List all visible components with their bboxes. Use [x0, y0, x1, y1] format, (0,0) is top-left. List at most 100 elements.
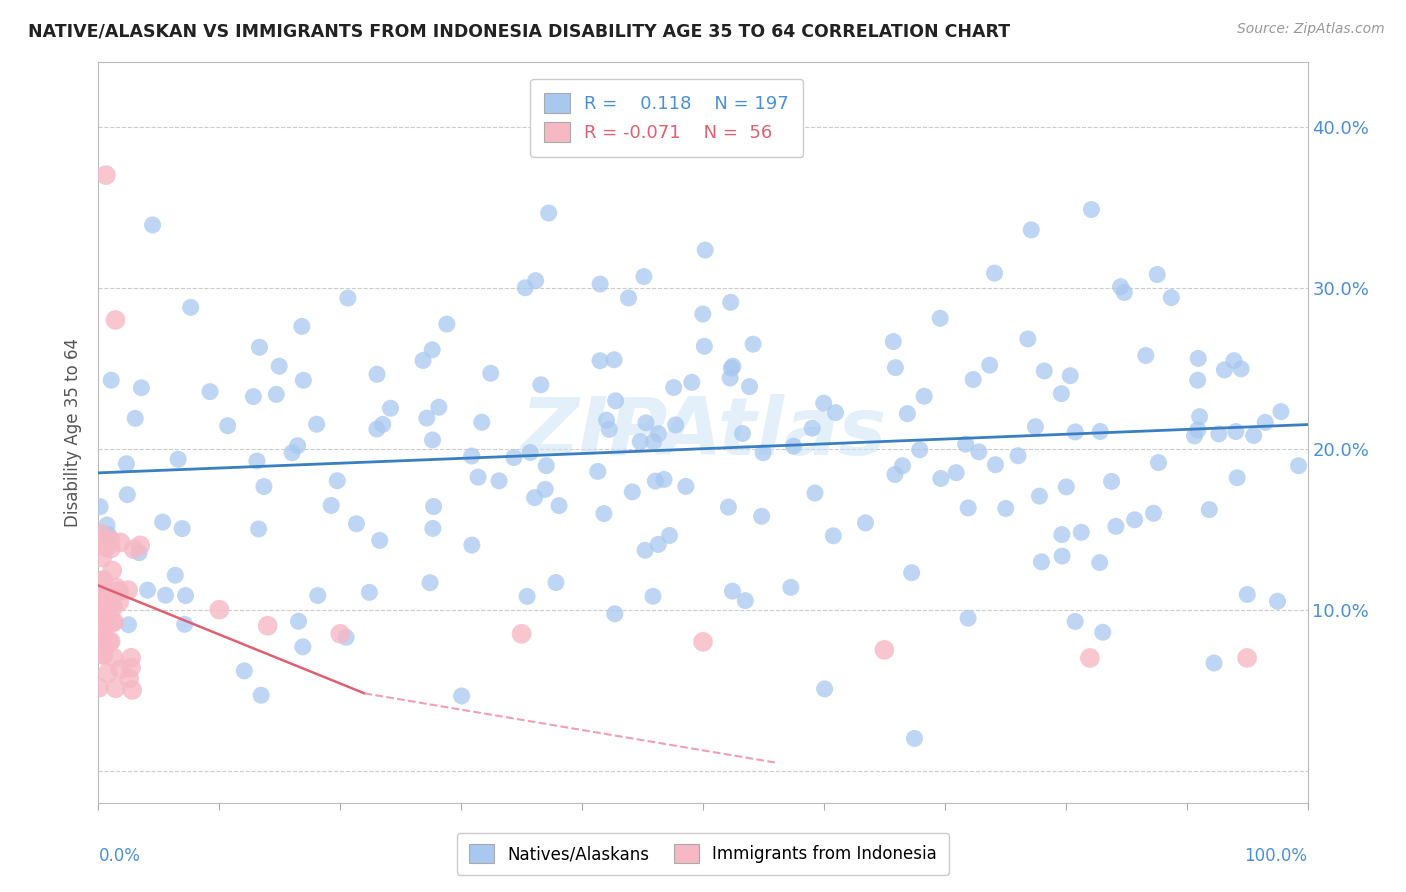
Point — [1187, 351, 1209, 366]
Point — [180, 301, 202, 315]
Point — [305, 417, 328, 432]
Point — [516, 590, 538, 604]
Point — [124, 411, 146, 425]
Point — [93, 615, 115, 630]
Point — [104, 681, 127, 696]
Point — [110, 535, 132, 549]
Point — [198, 384, 221, 399]
Point — [823, 529, 845, 543]
Point — [634, 416, 657, 430]
Point — [100, 373, 122, 387]
Point — [427, 401, 450, 415]
Point — [422, 521, 444, 535]
Point — [117, 617, 139, 632]
Point — [1064, 425, 1087, 439]
Point — [1059, 368, 1081, 383]
Point — [751, 509, 773, 524]
Point — [479, 366, 502, 380]
Point — [91, 610, 114, 624]
Point — [346, 516, 368, 531]
Point — [96, 595, 118, 609]
Point — [644, 474, 666, 488]
Point — [101, 586, 124, 600]
Point — [249, 340, 271, 354]
Point — [1007, 449, 1029, 463]
Point — [912, 389, 935, 403]
Point — [1028, 489, 1050, 503]
Point — [1147, 456, 1170, 470]
Point — [1080, 202, 1102, 217]
Point — [718, 371, 741, 385]
Y-axis label: Disability Age 35 to 64: Disability Age 35 to 64 — [65, 338, 83, 527]
Legend: Natives/Alaskans, Immigrants from Indonesia: Natives/Alaskans, Immigrants from Indone… — [457, 833, 949, 875]
Point — [804, 486, 827, 500]
Point — [1135, 349, 1157, 363]
Point — [461, 449, 484, 463]
Point — [1078, 651, 1101, 665]
Point — [1019, 223, 1042, 237]
Point — [436, 317, 458, 331]
Point — [742, 337, 765, 351]
Point — [422, 500, 444, 514]
Point — [717, 500, 740, 515]
Point — [1101, 475, 1123, 489]
Point — [122, 542, 145, 557]
Point — [266, 387, 288, 401]
Point — [1091, 625, 1114, 640]
Point — [593, 507, 616, 521]
Point — [141, 218, 163, 232]
Point — [105, 581, 128, 595]
Point — [1187, 373, 1209, 387]
Point — [720, 295, 742, 310]
Point — [537, 206, 560, 220]
Point — [595, 413, 617, 427]
Point — [91, 648, 114, 662]
Point — [91, 550, 114, 565]
Point — [720, 361, 742, 376]
Point — [633, 269, 655, 284]
Point — [994, 501, 1017, 516]
Point — [91, 535, 114, 549]
Point — [983, 266, 1005, 280]
Point — [647, 537, 669, 551]
Point — [1198, 502, 1220, 516]
Point — [208, 602, 231, 616]
Point — [242, 390, 264, 404]
Point — [420, 343, 443, 357]
Point — [813, 681, 835, 696]
Point — [658, 528, 681, 542]
Point — [731, 426, 754, 441]
Point — [250, 688, 273, 702]
Point — [1050, 527, 1073, 541]
Point — [335, 630, 357, 644]
Point — [1109, 279, 1132, 293]
Point — [605, 393, 627, 408]
Point — [873, 643, 896, 657]
Point — [675, 479, 697, 493]
Point — [291, 319, 314, 334]
Point — [721, 584, 744, 599]
Point — [598, 422, 620, 436]
Point — [100, 541, 122, 556]
Point — [643, 434, 665, 449]
Point — [110, 663, 132, 677]
Point — [165, 568, 187, 582]
Point — [957, 500, 980, 515]
Point — [90, 533, 112, 547]
Point — [172, 522, 194, 536]
Point — [1236, 587, 1258, 601]
Point — [510, 627, 533, 641]
Point — [1142, 506, 1164, 520]
Point — [336, 291, 359, 305]
Point — [1088, 556, 1111, 570]
Point — [103, 615, 125, 629]
Point — [603, 607, 626, 621]
Point — [174, 589, 197, 603]
Point — [502, 450, 524, 465]
Point — [652, 472, 675, 486]
Point — [1225, 425, 1247, 439]
Point — [117, 583, 139, 598]
Point — [118, 672, 141, 686]
Point — [544, 575, 567, 590]
Point — [515, 281, 537, 295]
